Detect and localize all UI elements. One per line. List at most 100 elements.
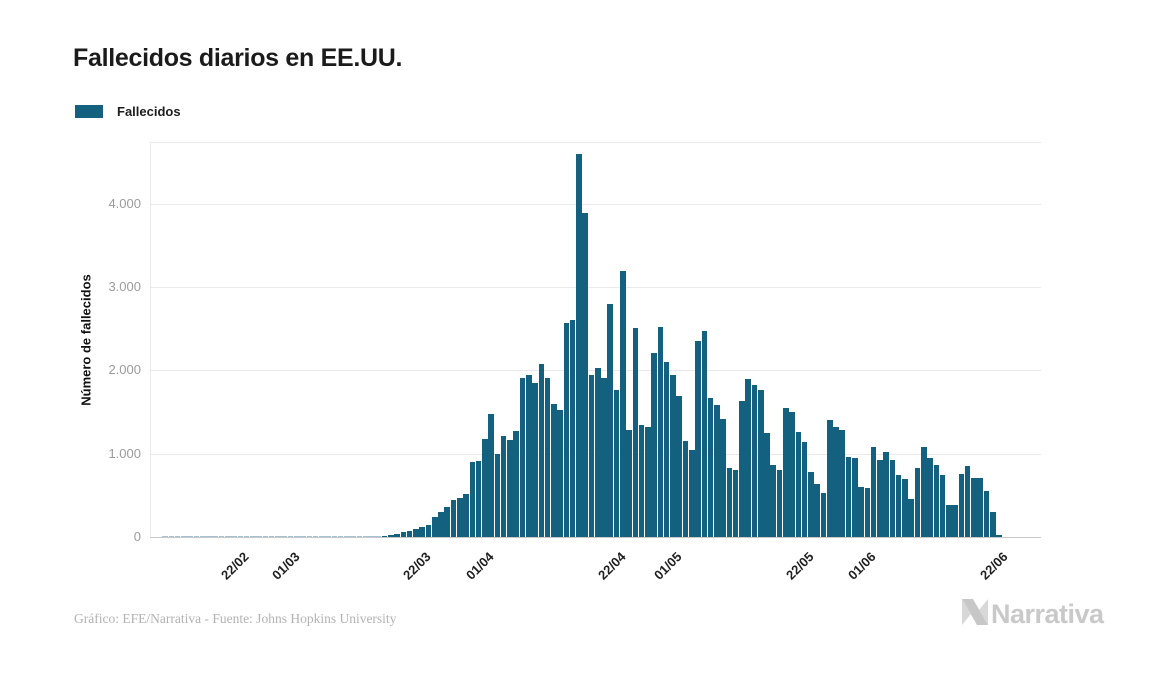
bar-18/05[interactable] — [776, 469, 783, 537]
bar-15/04[interactable] — [569, 320, 576, 537]
bar-20/06[interactable] — [983, 490, 990, 537]
bar-16/03[interactable] — [381, 535, 388, 537]
bar-06/04[interactable] — [513, 431, 519, 537]
bar-04/06[interactable] — [883, 451, 889, 537]
bar-24/03[interactable] — [431, 517, 438, 537]
bar-28/02[interactable] — [275, 535, 281, 537]
bar-29/02[interactable] — [281, 535, 288, 537]
bar-05/03[interactable] — [312, 535, 319, 537]
bar-19/06[interactable] — [977, 477, 983, 537]
bar-07/05[interactable] — [707, 397, 714, 537]
bar-01/06[interactable] — [864, 487, 871, 537]
bar-16/06[interactable] — [958, 473, 965, 537]
bar-14/04[interactable] — [563, 322, 570, 537]
bar-25/05[interactable] — [820, 492, 827, 537]
bar-06/03[interactable] — [319, 535, 325, 537]
bar-17/06[interactable] — [964, 465, 971, 537]
bar-08/03[interactable] — [331, 535, 338, 537]
bar-02/03[interactable] — [293, 535, 300, 537]
bar-15/06[interactable] — [952, 504, 958, 537]
bar-28/03[interactable] — [456, 498, 463, 537]
bar-05/06[interactable] — [889, 459, 896, 537]
bar-14/02[interactable] — [187, 535, 193, 537]
bar-20/05[interactable] — [789, 411, 795, 537]
bar-03/04[interactable] — [494, 453, 501, 537]
bar-11/02[interactable] — [168, 535, 175, 537]
bar-10/04[interactable] — [538, 363, 545, 537]
bar-20/04[interactable] — [601, 377, 607, 537]
bar-05/04[interactable] — [507, 439, 513, 537]
bar-26/04[interactable] — [638, 425, 645, 537]
bar-23/05[interactable] — [808, 471, 814, 537]
bar-13/02[interactable] — [181, 535, 187, 537]
bar-07/06[interactable] — [902, 478, 908, 537]
bar-12/03[interactable] — [356, 535, 363, 537]
bar-13/05[interactable] — [745, 378, 751, 537]
legend[interactable]: Fallecidos — [75, 104, 181, 119]
bar-12/06[interactable] — [933, 464, 940, 537]
bar-02/06[interactable] — [870, 446, 877, 537]
bar-25/04[interactable] — [632, 328, 639, 537]
bar-11/03[interactable] — [350, 535, 356, 537]
bar-07/04[interactable] — [519, 377, 526, 537]
bar-19/05[interactable] — [783, 408, 789, 537]
bar-25/03[interactable] — [438, 512, 444, 537]
bar-30/03[interactable] — [469, 462, 476, 537]
bar-04/03[interactable] — [306, 535, 313, 537]
bar-08/06[interactable] — [908, 498, 915, 537]
bar-21/06[interactable] — [989, 512, 996, 537]
bar-18/02[interactable] — [212, 535, 219, 537]
bar-09/04[interactable] — [532, 382, 538, 537]
bar-11/04[interactable] — [544, 377, 551, 537]
bar-21/04[interactable] — [607, 303, 614, 537]
bar-05/05[interactable] — [695, 341, 701, 537]
bar-13/06[interactable] — [939, 474, 946, 537]
bar-14/05[interactable] — [751, 384, 758, 537]
bar-22/05[interactable] — [801, 442, 808, 537]
bar-09/03[interactable] — [337, 535, 344, 537]
bar-13/04[interactable] — [557, 410, 563, 537]
bar-19/04[interactable] — [594, 368, 601, 537]
bar-09/05[interactable] — [720, 418, 726, 537]
bar-24/05[interactable] — [814, 483, 820, 537]
bar-12/02[interactable] — [174, 535, 181, 537]
bar-26/05[interactable] — [826, 420, 833, 537]
bar-23/03[interactable] — [425, 524, 432, 537]
bar-04/05[interactable] — [688, 450, 695, 537]
bar-04/04[interactable] — [500, 436, 507, 537]
bar-26/02[interactable] — [262, 535, 269, 537]
bar-15/02[interactable] — [193, 535, 200, 537]
bar-10/02[interactable] — [162, 535, 168, 537]
bar-19/02[interactable] — [218, 535, 225, 537]
bar-18/06[interactable] — [971, 477, 977, 537]
bar-29/05[interactable] — [845, 457, 852, 537]
bar-20/02[interactable] — [225, 535, 231, 537]
bar-24/02[interactable] — [250, 535, 256, 537]
bar-29/03[interactable] — [463, 494, 469, 537]
bar-15/03[interactable] — [375, 535, 382, 537]
bar-17/02[interactable] — [206, 535, 212, 537]
bar-14/03[interactable] — [369, 535, 375, 537]
bar-10/03[interactable] — [344, 535, 350, 537]
bar-16/02[interactable] — [199, 535, 206, 537]
bar-11/05[interactable] — [732, 469, 739, 537]
bar-25/02[interactable] — [256, 535, 262, 537]
bar-16/05[interactable] — [764, 432, 770, 537]
bar-07/03[interactable] — [325, 535, 331, 537]
bar-21/03[interactable] — [413, 529, 419, 537]
bar-03/05[interactable] — [682, 441, 689, 537]
bar-18/03[interactable] — [394, 533, 400, 537]
bar-28/05[interactable] — [839, 430, 846, 537]
bar-13/03[interactable] — [362, 535, 369, 537]
bar-06/06[interactable] — [895, 474, 902, 537]
bar-22/06[interactable] — [996, 534, 1002, 537]
bar-17/03[interactable] — [388, 534, 394, 537]
bar-27/02[interactable] — [268, 535, 275, 537]
bar-03/03[interactable] — [300, 535, 306, 537]
bar-14/06[interactable] — [946, 504, 952, 537]
bar-01/03[interactable] — [287, 535, 294, 537]
bar-01/05[interactable] — [670, 374, 676, 537]
bar-30/05[interactable] — [852, 458, 858, 537]
bar-21/02[interactable] — [231, 535, 237, 537]
bar-30/04[interactable] — [663, 362, 670, 537]
